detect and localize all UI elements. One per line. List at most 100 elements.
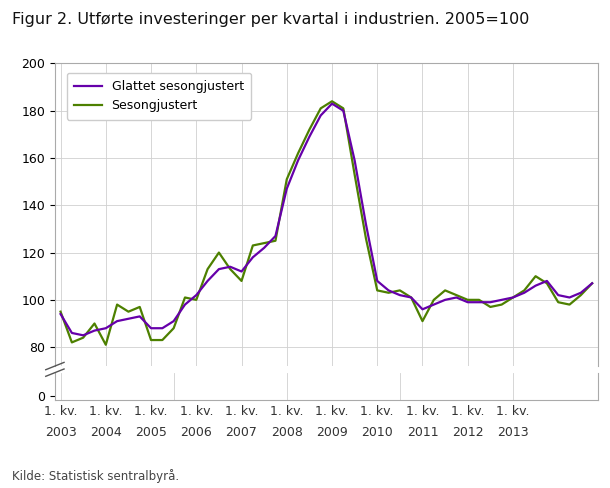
Sesongjustert (453, 292, 460, 298)
Sesongjustert (340, 105, 347, 111)
Glattet sesongjustert (181, 302, 188, 307)
Text: 2008: 2008 (271, 426, 303, 439)
Line: Glattet sesongjustert: Glattet sesongjustert (60, 103, 592, 335)
Sesongjustert (373, 287, 381, 293)
Glattet sesongjustert (272, 233, 279, 239)
Text: 2011: 2011 (407, 426, 439, 439)
Glattet sesongjustert (148, 325, 155, 331)
Glattet sesongjustert (351, 158, 358, 163)
Sesongjustert (306, 127, 313, 133)
Glattet sesongjustert (385, 287, 392, 293)
Text: Kilde: Statistisk sentralbyrå.: Kilde: Statistisk sentralbyrå. (12, 469, 179, 483)
Sesongjustert (125, 309, 132, 315)
Glattet sesongjustert (475, 299, 483, 305)
Glattet sesongjustert (487, 299, 494, 305)
Sesongjustert (362, 235, 370, 241)
Glattet sesongjustert (215, 266, 223, 272)
Glattet sesongjustert (407, 295, 415, 301)
Glattet sesongjustert (283, 186, 290, 192)
Text: 2013: 2013 (497, 426, 529, 439)
Text: 1. kv.: 1. kv. (89, 405, 123, 418)
Sesongjustert (79, 335, 87, 341)
Glattet sesongjustert (464, 299, 472, 305)
Glattet sesongjustert (430, 302, 437, 307)
Glattet sesongjustert (295, 158, 302, 163)
Sesongjustert (136, 304, 143, 310)
Sesongjustert (102, 342, 109, 347)
Glattet sesongjustert (328, 101, 336, 106)
Sesongjustert (520, 287, 528, 293)
Glattet sesongjustert (249, 254, 256, 260)
Sesongjustert (159, 337, 166, 343)
Text: 1. kv.: 1. kv. (44, 405, 77, 418)
Sesongjustert (238, 278, 245, 284)
Text: 1. kv.: 1. kv. (224, 405, 258, 418)
Glattet sesongjustert (57, 311, 64, 317)
Sesongjustert (475, 297, 483, 303)
Sesongjustert (91, 321, 98, 326)
Sesongjustert (554, 299, 562, 305)
Sesongjustert (148, 337, 155, 343)
Text: 2005: 2005 (135, 426, 167, 439)
Glattet sesongjustert (509, 295, 517, 301)
Glattet sesongjustert (396, 292, 404, 298)
Glattet sesongjustert (68, 330, 76, 336)
Sesongjustert (589, 281, 596, 286)
Text: 1. kv.: 1. kv. (406, 405, 439, 418)
Sesongjustert (577, 292, 584, 298)
Line: Sesongjustert: Sesongjustert (60, 102, 592, 345)
Sesongjustert (249, 243, 256, 248)
Glattet sesongjustert (125, 316, 132, 322)
Sesongjustert (317, 105, 325, 111)
Glattet sesongjustert (373, 278, 381, 284)
Glattet sesongjustert (453, 295, 460, 301)
Sesongjustert (226, 266, 234, 272)
Text: 1. kv.: 1. kv. (361, 405, 394, 418)
Sesongjustert (407, 295, 415, 301)
Sesongjustert (193, 297, 200, 303)
Glattet sesongjustert (544, 278, 551, 284)
Glattet sesongjustert (113, 318, 121, 324)
Sesongjustert (170, 325, 178, 331)
Glattet sesongjustert (317, 113, 325, 119)
Glattet sesongjustert (226, 264, 234, 270)
Glattet sesongjustert (204, 278, 211, 284)
Glattet sesongjustert (362, 221, 370, 227)
Text: 2004: 2004 (90, 426, 121, 439)
Glattet sesongjustert (136, 313, 143, 319)
Sesongjustert (566, 302, 573, 307)
Text: 1. kv.: 1. kv. (134, 405, 168, 418)
Sesongjustert (295, 150, 302, 156)
Sesongjustert (272, 238, 279, 244)
Text: 1. kv.: 1. kv. (179, 405, 213, 418)
Glattet sesongjustert (554, 292, 562, 298)
Sesongjustert (204, 266, 211, 272)
Sesongjustert (68, 340, 76, 346)
Sesongjustert (509, 295, 517, 301)
Sesongjustert (532, 273, 539, 279)
Glattet sesongjustert (577, 290, 584, 296)
Sesongjustert (283, 176, 290, 182)
Glattet sesongjustert (102, 325, 109, 331)
Text: 2010: 2010 (361, 426, 393, 439)
Sesongjustert (113, 302, 121, 307)
Sesongjustert (498, 302, 505, 307)
Legend: Glattet sesongjustert, Sesongjustert: Glattet sesongjustert, Sesongjustert (66, 73, 251, 120)
Sesongjustert (181, 295, 188, 301)
Glattet sesongjustert (91, 327, 98, 333)
Text: 2003: 2003 (45, 426, 76, 439)
Text: 1. kv.: 1. kv. (315, 405, 349, 418)
Glattet sesongjustert (498, 297, 505, 303)
Sesongjustert (419, 318, 426, 324)
Sesongjustert (430, 297, 437, 303)
Text: Figur 2. Utførte investeringer per kvartal i industrien. 2005=100: Figur 2. Utførte investeringer per kvart… (12, 12, 529, 27)
Glattet sesongjustert (193, 292, 200, 298)
Sesongjustert (396, 287, 404, 293)
Text: 2007: 2007 (226, 426, 257, 439)
Text: 2009: 2009 (316, 426, 348, 439)
Sesongjustert (57, 309, 64, 315)
Text: 2006: 2006 (181, 426, 212, 439)
Text: 1. kv.: 1. kv. (451, 405, 484, 418)
Sesongjustert (487, 304, 494, 310)
Sesongjustert (464, 297, 472, 303)
